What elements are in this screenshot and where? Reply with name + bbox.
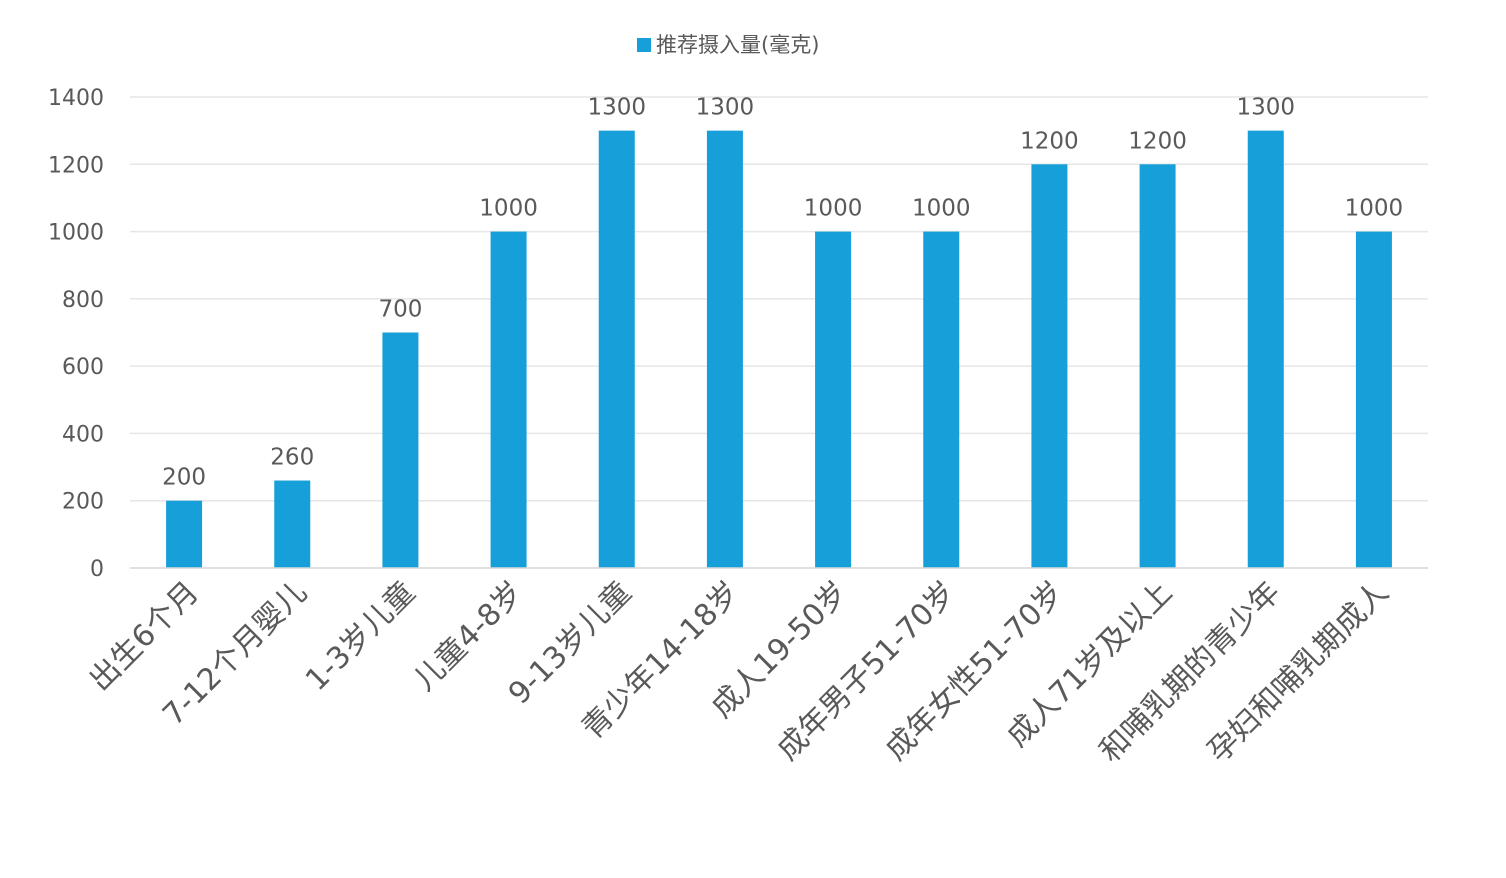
y-tick-label: 1200: [48, 153, 104, 178]
y-tick-label: 800: [62, 288, 104, 313]
y-tick-label: 0: [90, 557, 104, 582]
bar: [274, 480, 311, 568]
data-label: 1000: [804, 196, 863, 222]
bar: [1139, 164, 1176, 569]
x-tick-label: 成年男子51-70岁: [770, 575, 962, 767]
data-label: 1300: [696, 95, 755, 121]
gridlines: [130, 96, 1428, 569]
bar: [1247, 130, 1284, 568]
y-tick-label: 400: [62, 422, 104, 447]
y-tick-label: 1000: [48, 221, 104, 246]
data-label: 1200: [1020, 128, 1079, 154]
data-label: 1000: [1345, 196, 1404, 222]
data-label: 1200: [1128, 128, 1187, 154]
y-tick-label: 200: [62, 490, 104, 515]
data-label: 260: [270, 445, 314, 471]
data-labels: 200 260 700 1000 1300 1300 1000 1000 1200 1200 130…: [162, 95, 1403, 491]
bar: [815, 231, 852, 569]
x-tick-label: 1-3岁儿童: [299, 575, 422, 698]
data-label: 1000: [479, 196, 538, 222]
bar: [923, 231, 960, 569]
bar: [1355, 231, 1392, 569]
bar: [382, 332, 419, 568]
legend-swatch: [637, 38, 651, 52]
y-tick-label: 1400: [48, 86, 104, 111]
bar: [1031, 164, 1068, 569]
data-label: 1000: [912, 196, 971, 222]
y-tick-label: 600: [62, 355, 104, 380]
y-axis: 0 200 400 600 800 1000 1200 1400: [48, 86, 104, 582]
legend-label: 推荐摄入量(毫克): [656, 33, 819, 57]
data-label: 700: [378, 297, 422, 323]
bar: [598, 130, 635, 568]
x-tick-label: 和哺乳期的青少年: [1093, 575, 1287, 769]
bar: [166, 500, 203, 568]
x-tick-label: 孕妇和哺乳期成人: [1201, 575, 1395, 769]
bars: [166, 130, 1392, 569]
bar: [490, 231, 527, 569]
data-label: 1300: [1236, 95, 1295, 121]
x-axis: 出生6个月7-12个月婴儿1-3岁儿童儿童4-8岁9-13岁儿童青少年14-18…: [83, 567, 1428, 769]
legend: 推荐摄入量(毫克): [637, 33, 819, 57]
x-tick-label: 成年女性51-70岁: [879, 575, 1071, 767]
bar: [706, 130, 743, 568]
data-label: 1300: [587, 95, 646, 121]
data-label: 200: [162, 465, 206, 491]
